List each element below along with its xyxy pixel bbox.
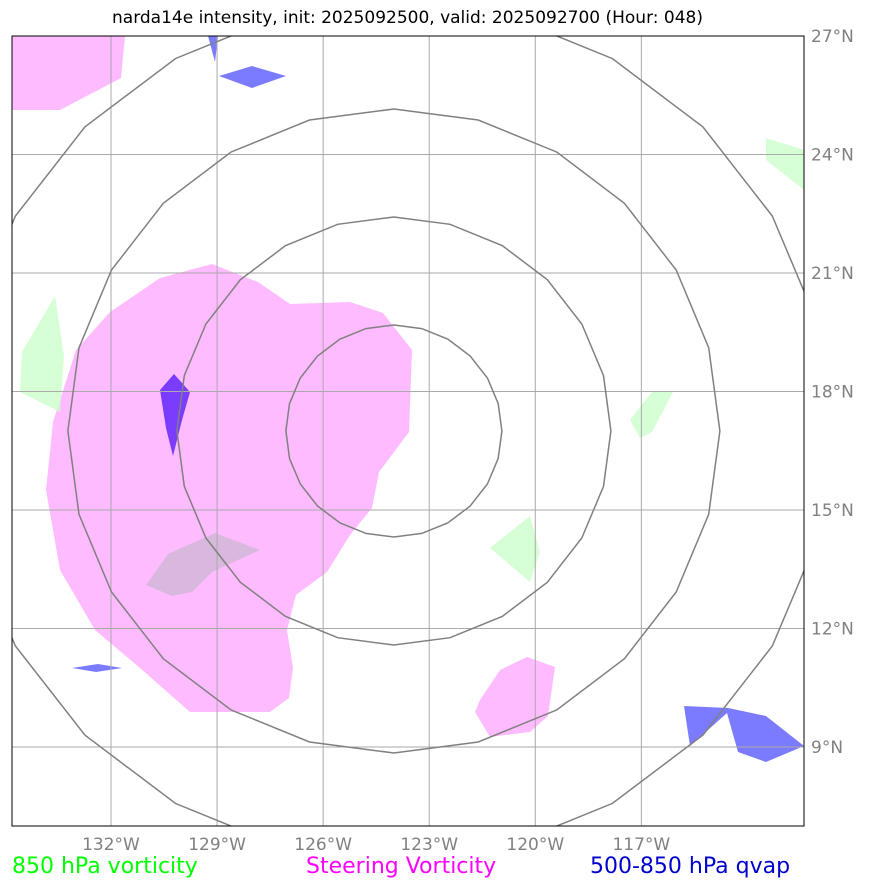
qvap-area xyxy=(208,36,218,62)
vorticity-850-area xyxy=(490,516,540,582)
field-shading xyxy=(12,36,804,762)
qvap-area xyxy=(72,664,122,672)
lat-tick-label: 9°N xyxy=(811,738,843,758)
legend-850-vorticity: 850 hPa vorticity xyxy=(12,854,198,879)
steering-vorticity-area xyxy=(46,264,412,712)
map-title: narda14e intensity, init: 2025092500, va… xyxy=(112,8,703,28)
steering-vorticity-area xyxy=(12,36,125,110)
legend-qvap: 500-850 hPa qvap xyxy=(590,854,791,879)
lat-tick-label: 12°N xyxy=(811,620,854,640)
lat-tick-label: 15°N xyxy=(811,501,854,521)
qvap-area xyxy=(684,706,804,762)
lon-tick-label: 129°W xyxy=(188,835,246,855)
longitude-labels: 132°W 129°W 126°W 123°W 120°W 117°W xyxy=(82,835,670,855)
vorticity-850-area xyxy=(766,138,804,190)
range-ring xyxy=(12,36,804,826)
overlap-area xyxy=(146,533,260,596)
legend-steering-vorticity: Steering Vorticity xyxy=(306,854,497,879)
lat-tick-label: 24°N xyxy=(811,146,854,166)
map-frame xyxy=(11,35,805,827)
range-ring xyxy=(285,324,503,538)
lon-tick-label: 123°W xyxy=(400,835,458,855)
qvap-area xyxy=(219,66,286,88)
lon-tick-label: 117°W xyxy=(612,835,670,855)
lat-tick-label: 21°N xyxy=(811,264,854,284)
lon-tick-label: 126°W xyxy=(294,835,352,855)
lat-tick-label: 18°N xyxy=(811,383,854,403)
range-ring xyxy=(176,216,612,646)
lon-tick-label: 120°W xyxy=(506,835,564,855)
vorticity-850-area xyxy=(630,392,673,438)
vorticity-850-area xyxy=(20,296,64,412)
range-rings xyxy=(12,36,804,826)
latitude-labels: 9°N 12°N 15°N 18°N 21°N 24°N 27°N xyxy=(811,27,854,758)
steering-vorticity-area xyxy=(475,657,555,737)
lon-tick-label: 132°W xyxy=(82,835,140,855)
range-ring xyxy=(67,108,721,754)
lat-tick-label: 27°N xyxy=(811,27,854,47)
